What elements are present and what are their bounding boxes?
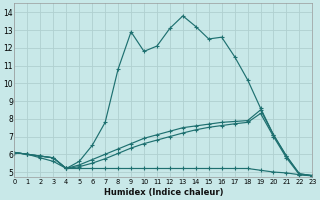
X-axis label: Humidex (Indice chaleur): Humidex (Indice chaleur) [104,188,223,197]
